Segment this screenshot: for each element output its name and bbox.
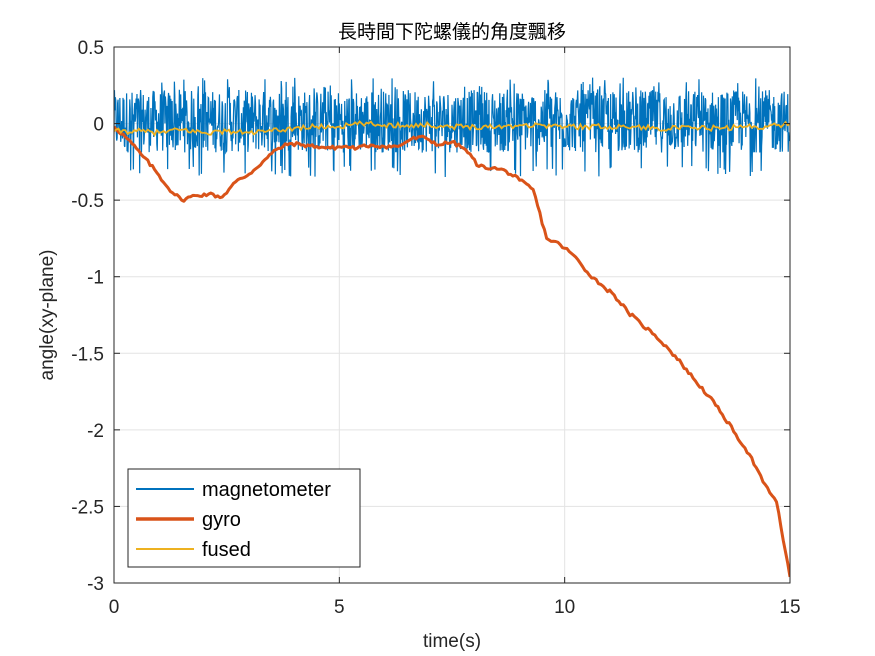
series-line-gyro: [114, 125, 790, 578]
y-tick-label: 0: [93, 115, 104, 136]
legend-label-magnetometer: magnetometer: [202, 479, 331, 501]
legend-label-fused: fused: [202, 539, 251, 561]
y-axis-label: angle(xy-plane): [37, 250, 58, 381]
series-line-fused: [114, 120, 790, 137]
x-axis-label: time(s): [423, 631, 481, 652]
y-tick-label: -1: [87, 268, 104, 289]
plot-series: [114, 77, 790, 578]
chart-title: 長時間下陀螺儀的角度飄移: [338, 21, 566, 43]
axis-ticks: 0 5 10 15 0.5 0 -0.5 -1 -1.5 -2 -2.5 -3: [71, 38, 800, 618]
legend: magnetometer gyro fused: [127, 468, 361, 568]
x-tick-label: 10: [554, 597, 575, 618]
y-tick-label: -2.5: [71, 497, 104, 518]
plot-frame: [113, 46, 791, 584]
series-line-magnetometer: [114, 77, 790, 177]
y-tick-label: -1.5: [71, 344, 104, 365]
y-tick-label: -3: [87, 574, 104, 595]
x-tick-label: 15: [779, 597, 800, 618]
y-tick-label: -0.5: [71, 191, 104, 212]
x-tick-label: 5: [334, 597, 345, 618]
y-tick-label: 0.5: [78, 38, 104, 59]
legend-label-gyro: gyro: [202, 509, 241, 531]
x-tick-label: 0: [109, 597, 120, 618]
y-tick-label: -2: [87, 421, 104, 442]
